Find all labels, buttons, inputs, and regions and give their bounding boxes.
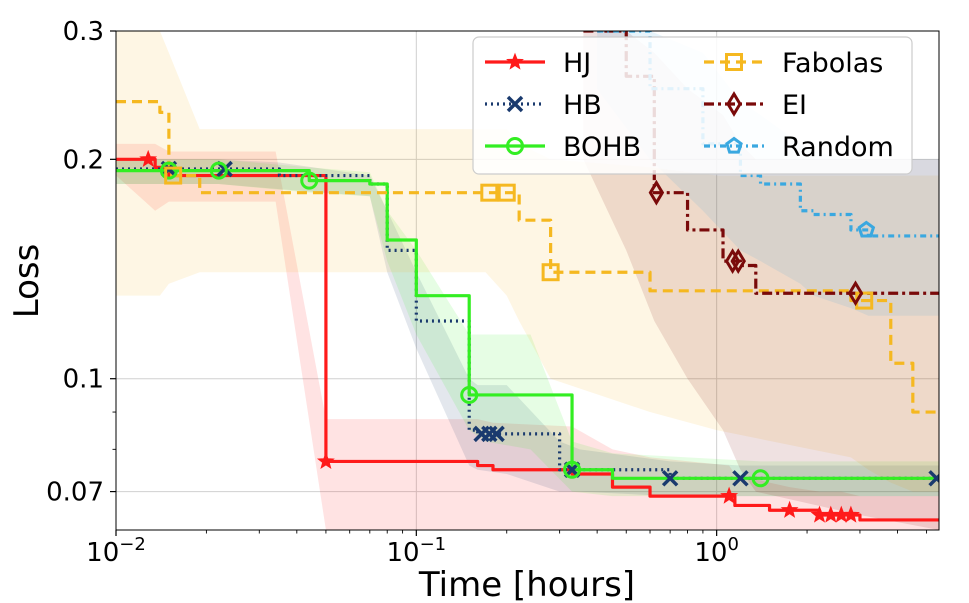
legend-marker-random bbox=[725, 136, 743, 154]
marker-fabolas bbox=[541, 263, 560, 282]
marker-fabolas bbox=[497, 183, 516, 202]
marker-hj bbox=[316, 451, 335, 470]
y-axis-title: Loss bbox=[7, 244, 47, 319]
legend-label-fabolas: Fabolas bbox=[782, 48, 883, 79]
marker-hb bbox=[928, 470, 939, 487]
marker-hb bbox=[488, 425, 505, 443]
legend-label-ei: EI bbox=[782, 90, 807, 121]
marker-ei bbox=[648, 179, 665, 206]
x-axis-title: Time [hours] bbox=[418, 565, 635, 603]
legend-marker-ei bbox=[726, 91, 742, 117]
legend-marker-hb bbox=[506, 95, 524, 113]
legend-label-hb: HB bbox=[563, 90, 602, 121]
marker-fabolas bbox=[164, 166, 183, 185]
marker-bohb bbox=[751, 469, 770, 488]
marker-ei bbox=[730, 248, 746, 275]
axes: 10−2 10−1 100 0.3 0.2 0.1 0.07 bbox=[46, 17, 940, 568]
legend-marker-bohb bbox=[506, 137, 524, 155]
band-hb bbox=[116, 159, 939, 497]
legend-marker-fabolas bbox=[725, 53, 743, 71]
band-fabolas bbox=[116, 31, 939, 492]
x-tick-label: 10−1 bbox=[387, 534, 447, 568]
legend: HJ HB BOHB Fabolas EI Random bbox=[472, 36, 913, 175]
legend-label-random: Random bbox=[782, 132, 894, 163]
marker-hj bbox=[720, 486, 739, 504]
plot-frame bbox=[115, 30, 940, 531]
legend-label-hj: HJ bbox=[563, 48, 591, 79]
legend-box bbox=[472, 36, 913, 175]
y-tick-label: 0.2 bbox=[63, 145, 104, 175]
line-ei bbox=[583, 31, 939, 295]
legend-marker-hj bbox=[506, 52, 524, 70]
x-tick-label: 100 bbox=[694, 534, 739, 568]
marker-hj bbox=[841, 505, 860, 523]
marker-ei bbox=[724, 248, 741, 275]
marker-hb bbox=[732, 470, 749, 487]
band-hj bbox=[116, 143, 939, 530]
legend-label-bohb: BOHB bbox=[563, 132, 641, 163]
marker-bohb bbox=[159, 161, 178, 180]
marker-ei bbox=[847, 280, 864, 307]
y-tick-label: 0.07 bbox=[46, 478, 104, 508]
marker-hj bbox=[780, 500, 799, 518]
marker-hj bbox=[139, 149, 158, 167]
marker-hb bbox=[661, 470, 679, 487]
marker-bohb bbox=[460, 385, 479, 404]
y-tick-label: 0.3 bbox=[63, 17, 104, 47]
marker-fabolas bbox=[480, 183, 499, 202]
series-markers bbox=[139, 149, 939, 523]
y-tick-label: 0.1 bbox=[63, 365, 104, 395]
x-tick-label: 10−2 bbox=[86, 534, 146, 568]
band-bohb bbox=[116, 159, 939, 497]
marker-bohb bbox=[209, 161, 228, 180]
marker-bohb bbox=[300, 171, 319, 190]
line-fabolas bbox=[116, 100, 939, 414]
marker-bohb bbox=[563, 460, 582, 479]
marker-random bbox=[857, 220, 876, 238]
